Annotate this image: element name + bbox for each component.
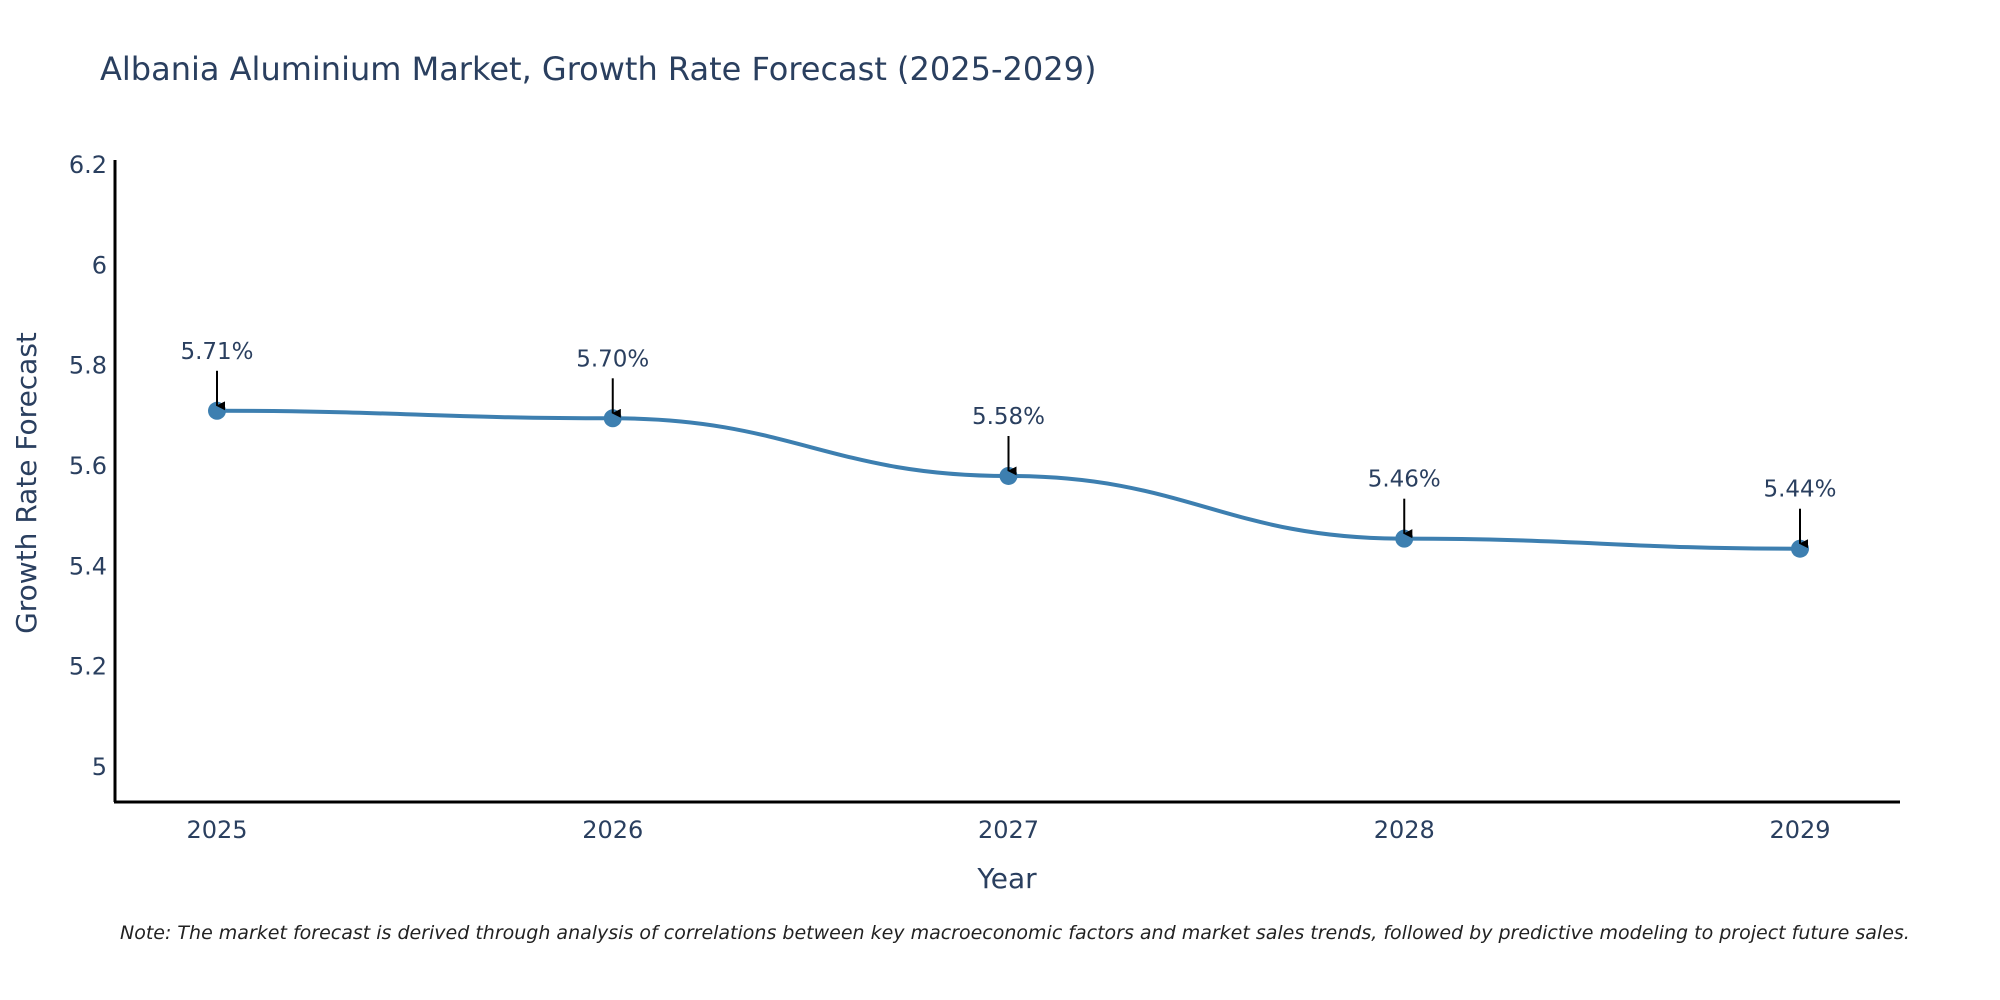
data-label: 5.58% — [972, 404, 1045, 430]
x-tick-label: 2027 — [978, 816, 1039, 844]
data-annotations: 5.71% 5.70% 5.58% 5.46% 5.44% — [180, 339, 1837, 549]
x-axis-ticks: 2025 2026 2027 2028 2029 — [186, 816, 1830, 844]
data-label: 5.71% — [180, 339, 253, 365]
y-axis-ticks: 5 5.2 5.4 5.6 5.8 6 6.2 — [69, 151, 107, 781]
x-tick-label: 2026 — [582, 816, 643, 844]
y-tick-label: 5 — [92, 753, 107, 781]
footnote: Note: The market forecast is derived thr… — [120, 922, 1910, 944]
y-tick-label: 5.6 — [69, 452, 107, 480]
y-tick-label: 5.2 — [69, 653, 107, 681]
x-tick-label: 2025 — [186, 816, 247, 844]
y-tick-label: 6 — [92, 251, 107, 279]
y-axis-title: Growth Rate Forecast — [10, 332, 43, 634]
data-label: 5.46% — [1368, 467, 1441, 493]
y-tick-label: 6.2 — [69, 151, 107, 179]
x-tick-label: 2028 — [1374, 816, 1435, 844]
x-axis-title: Year — [976, 862, 1037, 895]
data-label: 5.44% — [1763, 477, 1836, 503]
y-tick-label: 5.4 — [69, 552, 107, 580]
x-tick-label: 2029 — [1769, 816, 1830, 844]
chart-title: Albania Aluminium Market, Growth Rate Fo… — [100, 50, 1096, 88]
data-label: 5.70% — [576, 346, 649, 372]
y-tick-label: 5.8 — [69, 352, 107, 380]
